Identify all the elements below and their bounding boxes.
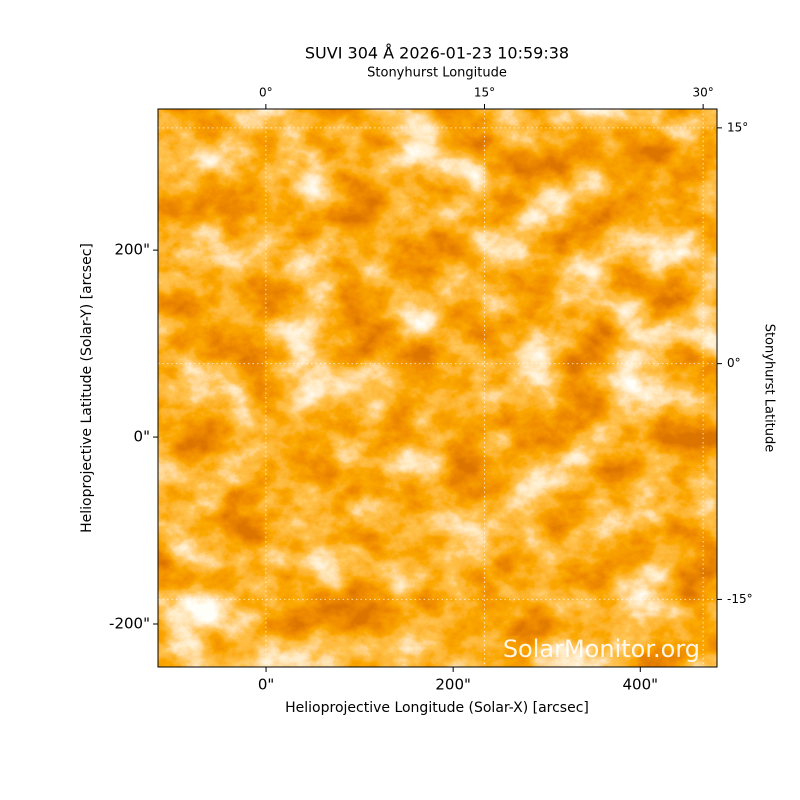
- x-axis-label: Helioprojective Longitude (Solar-X) [arc…: [285, 700, 589, 716]
- plot-frame: [157, 108, 718, 668]
- x2-axis-label: Stonyhurst Longitude: [367, 66, 507, 81]
- y2-axis-label: Stonyhurst Latitude: [762, 324, 777, 453]
- y-tick-label: 0": [134, 428, 150, 446]
- chart-title: SUVI 304 Å 2026-01-23 10:59:38: [305, 44, 569, 63]
- solar-image: [158, 109, 717, 667]
- watermark: SolarMonitor.org: [503, 635, 700, 663]
- x2-tick-label: 15°: [474, 86, 495, 100]
- y-tick-label: 200": [114, 241, 150, 259]
- x2-tick-label: 0°: [259, 86, 273, 100]
- x-tick-label: 0": [258, 676, 274, 694]
- y2-tick-label: 0°: [727, 356, 741, 370]
- y-axis-label: Helioprojective Latitude (Solar-Y) [arcs…: [79, 243, 95, 533]
- x2-tick-label: 30°: [693, 86, 714, 100]
- x-tick-label: 200": [435, 676, 471, 694]
- y2-tick-label: 15°: [727, 120, 748, 134]
- x-tick-label: 400": [623, 676, 659, 694]
- y-tick-label: -200": [109, 615, 150, 633]
- y2-tick-label: -15°: [727, 592, 753, 606]
